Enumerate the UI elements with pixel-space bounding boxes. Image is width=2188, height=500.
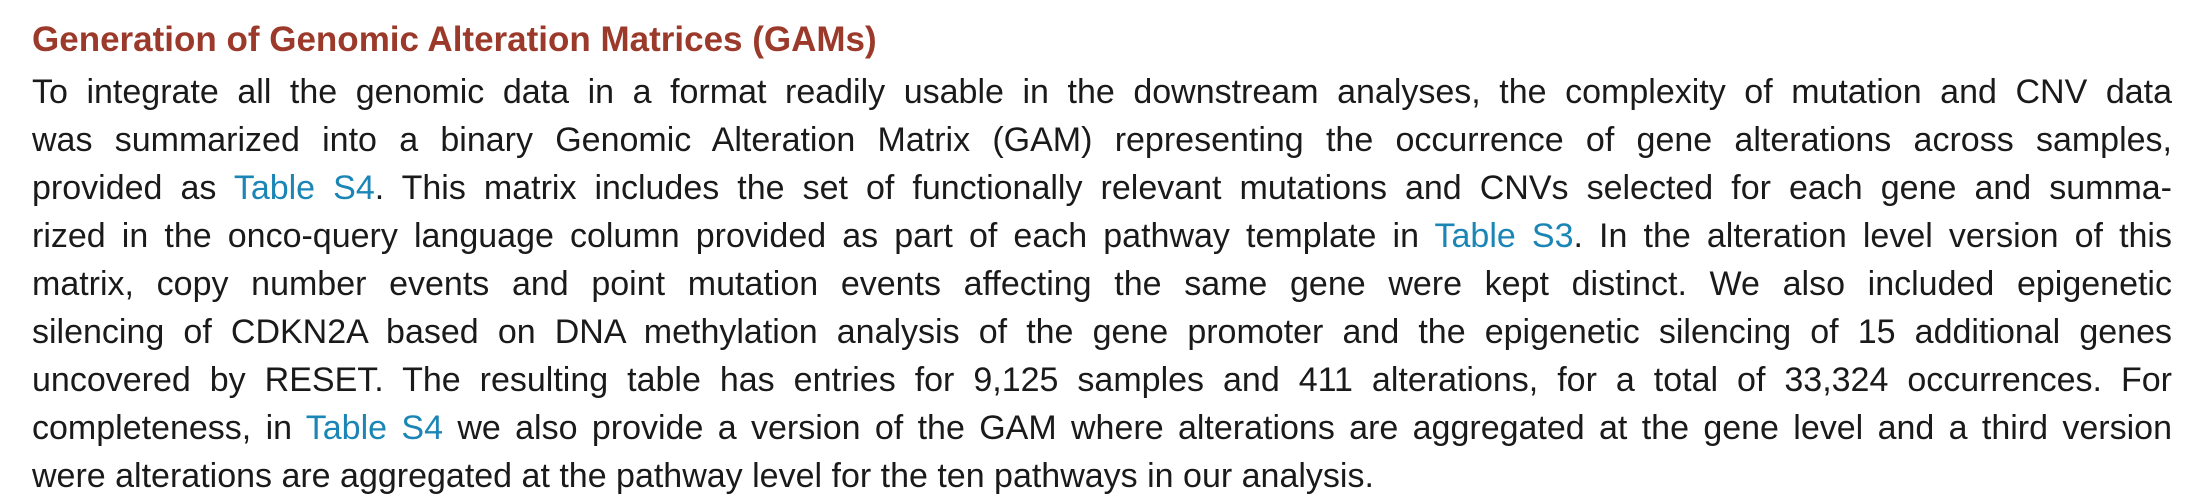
- text-line: silencing of CDKN2A based on DNA methyla…: [32, 308, 2172, 356]
- text-line: rized in the onco-query language column …: [32, 212, 2172, 260]
- text-segment: . In the alteration level version of thi…: [1573, 217, 2172, 255]
- table-s4-link[interactable]: Table S4: [233, 169, 375, 207]
- text-segment: were alterations are aggregated at the p…: [32, 457, 1374, 495]
- text-segment: . This matrix includes the set of functi…: [374, 169, 2172, 207]
- text-line: To integrate all the genomic data in a f…: [32, 68, 2172, 116]
- text-segment: silencing of CDKN2A based on DNA methyla…: [32, 313, 2172, 351]
- section-heading: Generation of Genomic Alteration Matrice…: [32, 20, 877, 59]
- text-line: provided as Table S4. This matrix includ…: [32, 164, 2172, 212]
- table-s3-link[interactable]: Table S3: [1434, 217, 1574, 255]
- text-segment: uncovered by RESET. The resulting table …: [32, 361, 2172, 399]
- text-segment: matrix, copy number events and point mut…: [32, 265, 2172, 303]
- text-line: were alterations are aggregated at the p…: [32, 452, 2172, 500]
- text-line: matrix, copy number events and point mut…: [32, 260, 2172, 308]
- table-s4-link[interactable]: Table S4: [305, 409, 443, 447]
- text-segment: was summarized into a binary Genomic Alt…: [32, 121, 2172, 159]
- text-line: uncovered by RESET. The resulting table …: [32, 356, 2172, 404]
- text-line: was summarized into a binary Genomic Alt…: [32, 116, 2172, 164]
- text-segment: provided as: [32, 169, 234, 207]
- text-segment: To integrate all the genomic data in a f…: [32, 73, 2172, 111]
- text-segment: rized in the onco-query language column …: [32, 217, 1435, 255]
- text-line: completeness, in Table S4 we also provid…: [32, 404, 2172, 452]
- text-segment: completeness, in: [32, 409, 306, 447]
- body-paragraph: To integrate all the genomic data in a f…: [32, 68, 2172, 500]
- text-segment: we also provide a version of the GAM whe…: [442, 409, 2172, 447]
- methods-section: Generation of Genomic Alteration Matrice…: [32, 12, 2172, 500]
